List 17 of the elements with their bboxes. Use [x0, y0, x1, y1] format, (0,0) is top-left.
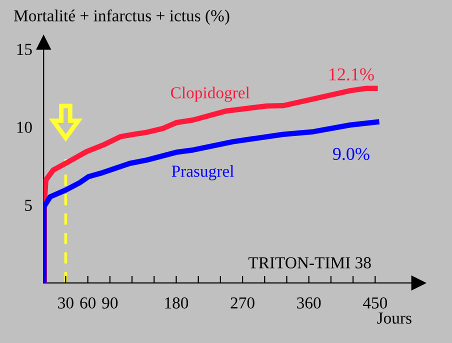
- y-tick-label: 5: [25, 200, 32, 211]
- x-tick-label: 270: [230, 297, 254, 309]
- series-label: Clopidogrel: [171, 86, 250, 102]
- x-tick-label: 360: [297, 297, 321, 309]
- x-tick-label: 90: [102, 297, 118, 309]
- x-axis-title: Jours: [377, 312, 412, 324]
- x-tick-label: 60: [80, 297, 96, 309]
- annotation: 9.0%: [332, 148, 370, 160]
- y-tick-label: 15: [17, 44, 32, 55]
- y-axis-title: Mortalité + infarctus + ictus (%): [14, 10, 230, 25]
- x-tick-label: 450: [362, 297, 388, 309]
- x-tick-label: 30: [58, 297, 74, 309]
- series-label: Prasugrel: [172, 165, 234, 180]
- x-tick-label: 180: [165, 297, 188, 309]
- annotation: 12.1%: [329, 68, 374, 81]
- y-tick-label: 10: [17, 122, 32, 133]
- annotation: TRITON-TIMI 38: [248, 257, 371, 268]
